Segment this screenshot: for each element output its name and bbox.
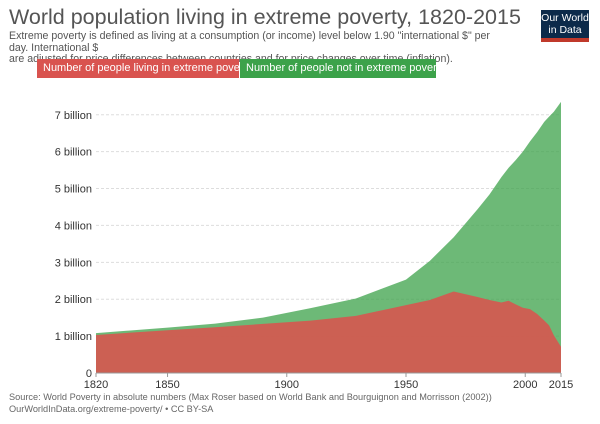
- legend-item-extreme-poverty[interactable]: Number of people living in extreme pover…: [37, 59, 252, 78]
- x-tick-label: 1850: [155, 379, 179, 391]
- y-tick-label: 4 billion: [55, 220, 92, 232]
- y-tick-label: 6 billion: [55, 147, 92, 159]
- area-extreme-poverty: [96, 291, 561, 373]
- source-note: Source: World Poverty in absolute number…: [9, 392, 492, 415]
- y-tick-label: 2 billion: [55, 294, 92, 306]
- owid-logo[interactable]: Our World in Data: [541, 10, 589, 42]
- x-tick-label: 2000: [513, 379, 537, 391]
- logo-line-2: in Data: [548, 23, 582, 36]
- source-line-2: OurWorldInData.org/extreme-poverty/ • CC…: [9, 403, 214, 414]
- x-tick-label: 1820: [84, 379, 108, 391]
- y-tick-label: 5 billion: [55, 184, 92, 196]
- subtitle-line-1: Extreme poverty is defined as living at …: [9, 30, 490, 54]
- logo-line-1: Our World: [541, 12, 589, 24]
- chart-title: World population living in extreme pover…: [9, 5, 521, 29]
- y-tick-label: 3 billion: [55, 257, 92, 269]
- source-line-1: Source: World Poverty in absolute number…: [9, 392, 492, 402]
- x-tick-label: 1950: [394, 379, 418, 391]
- x-tick-label: 1900: [275, 379, 299, 391]
- legend-item-not-extreme-poverty[interactable]: Number of people not in extreme poverty: [240, 59, 445, 78]
- x-tick-label: 2015: [549, 379, 573, 391]
- y-tick-label: 0: [86, 368, 92, 380]
- y-tick-label: 7 billion: [55, 110, 92, 122]
- y-tick-label: 1 billion: [55, 331, 92, 343]
